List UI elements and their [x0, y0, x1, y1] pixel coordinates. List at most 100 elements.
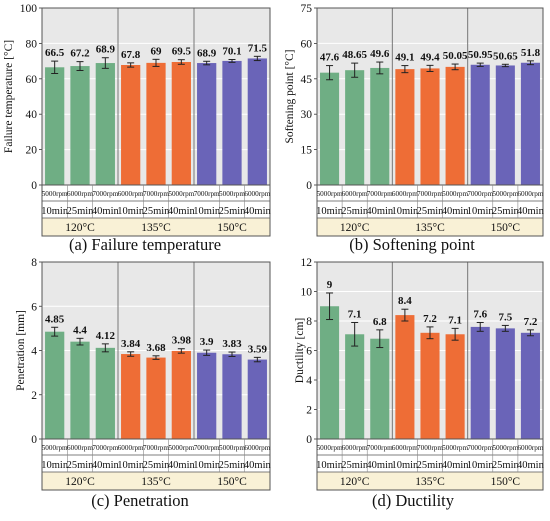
time-label: 40min — [366, 206, 394, 217]
chart-panel-2: 0 2 4 6 8 4.85 4.4 4.12 3.84 3.68 3.98 3.9 3.83 3.59 5… — [15, 257, 271, 510]
value-label: 4.4 — [73, 324, 87, 336]
rpm-label: 6000rpm — [517, 190, 543, 198]
rpm-label: 5000rpm — [442, 190, 468, 198]
rpm-label: 5000rpm — [168, 444, 194, 452]
panel-caption: (c) Penetration — [91, 491, 189, 510]
value-label: 48.65 — [342, 49, 367, 61]
rpm-label: 6000rpm — [67, 444, 93, 452]
value-label: 9 — [327, 279, 333, 291]
time-label: 10min — [391, 460, 419, 471]
value-label: 49.4 — [420, 51, 440, 63]
bar — [470, 326, 490, 439]
bar — [95, 347, 115, 439]
time-label: 40min — [92, 206, 120, 217]
time-label: 40min — [244, 206, 272, 217]
temperature-group-label: 135°C — [415, 476, 445, 488]
bar — [395, 69, 415, 185]
y-tick-label: 0 — [31, 180, 37, 192]
value-label: 50.65 — [493, 50, 518, 62]
bar — [171, 350, 191, 439]
rpm-label: 7000rpm — [367, 444, 393, 452]
y-tick-label: 40 — [26, 109, 38, 121]
table-rows-bg — [42, 439, 270, 472]
temperature-group-label: 120°C — [340, 476, 370, 488]
time-label: 25min — [219, 206, 247, 217]
rpm-label: 6000rpm — [244, 444, 270, 452]
time-label: 10min — [316, 206, 344, 217]
rpm-label: 6000rpm — [517, 444, 543, 452]
time-label: 10min — [193, 206, 221, 217]
rpm-label: 6000rpm — [392, 190, 418, 198]
value-label: 49.1 — [395, 52, 414, 64]
table-frame — [41, 438, 271, 491]
y-tick-label: 60 — [26, 74, 38, 86]
bar — [146, 357, 166, 439]
bar — [445, 334, 465, 439]
value-label: 4.12 — [96, 330, 116, 342]
value-label: 69.5 — [172, 46, 192, 58]
time-label: 10min — [316, 460, 344, 471]
bar — [320, 306, 340, 439]
bar — [171, 61, 191, 185]
y-tick-label: 80 — [26, 38, 38, 50]
bar — [495, 328, 515, 439]
value-label: 3.84 — [121, 338, 141, 350]
bar — [70, 66, 90, 185]
y-tick-label: 2 — [306, 405, 312, 417]
value-label: 47.6 — [320, 52, 340, 64]
time-label: 40min — [442, 206, 470, 217]
rpm-label: 5000rpm — [42, 190, 68, 198]
time-label: 25min — [341, 460, 369, 471]
y-axis-label: Ductility [cm] — [294, 318, 306, 383]
time-label: 25min — [67, 460, 95, 471]
rpm-label: 5000rpm — [492, 444, 518, 452]
temperature-group-label: 150°C — [217, 222, 247, 234]
time-label: 25min — [492, 460, 520, 471]
bar — [70, 341, 90, 439]
time-label: 10min — [193, 460, 221, 471]
rpm-label: 5000rpm — [317, 190, 343, 198]
rpm-label: 5000rpm — [492, 190, 518, 198]
time-label: 40min — [168, 206, 196, 217]
rpm-label: 5000rpm — [168, 190, 194, 198]
value-label: 66.5 — [45, 47, 65, 59]
rpm-label: 7000rpm — [367, 190, 393, 198]
y-tick-label: 4 — [306, 375, 312, 387]
bar — [445, 66, 465, 185]
time-label: 25min — [219, 460, 247, 471]
y-tick-label: 15 — [301, 145, 313, 157]
bar — [320, 72, 340, 185]
rpm-label: 7000rpm — [417, 444, 443, 452]
bar — [395, 315, 415, 439]
chart-panel-3: 0 2 4 6 8 10 12 9 7.1 6.8 8.4 7.2 7.1 7.6 7.5 7.2 5000rp… — [294, 257, 545, 510]
bar — [45, 331, 65, 439]
rpm-label: 6000rpm — [67, 190, 93, 198]
y-tick-label: 8 — [31, 257, 37, 269]
value-label: 50.95 — [468, 49, 493, 61]
bar — [420, 332, 440, 439]
panel-caption: (b) Softening point — [349, 235, 475, 254]
y-tick-label: 10 — [301, 287, 313, 299]
rpm-label: 6000rpm — [342, 190, 368, 198]
time-label: 40min — [442, 460, 470, 471]
y-tick-label: 75 — [301, 3, 313, 15]
time-label: 25min — [67, 206, 95, 217]
rpm-label: 5000rpm — [317, 444, 343, 452]
bar — [222, 354, 242, 439]
value-label: 71.5 — [248, 42, 268, 54]
table-group-row-bg — [42, 472, 270, 490]
value-label: 3.9 — [200, 336, 214, 348]
value-label: 7.1 — [448, 314, 462, 326]
table-rows-bg — [317, 185, 543, 218]
y-tick-label: 8 — [306, 316, 312, 328]
rpm-label: 6000rpm — [342, 444, 368, 452]
y-tick-label: 30 — [301, 109, 313, 121]
value-label: 67.8 — [121, 49, 141, 61]
value-label: 51.8 — [521, 47, 541, 59]
rpm-label: 6000rpm — [392, 444, 418, 452]
bar — [247, 58, 267, 185]
rpm-label: 6000rpm — [118, 190, 144, 198]
rpm-label: 7000rpm — [194, 444, 220, 452]
y-tick-label: 45 — [301, 74, 313, 86]
